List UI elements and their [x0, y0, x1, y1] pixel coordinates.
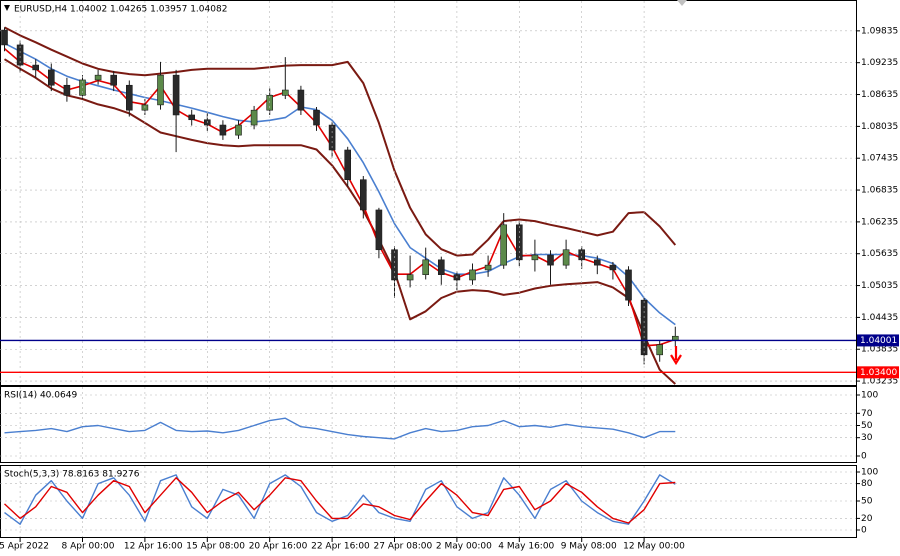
indicator-line [4, 417, 676, 440]
candle-body [437, 259, 445, 275]
candle-body [609, 264, 617, 271]
rsi-panel-frame [0, 386, 857, 463]
indicator-line [4, 26, 677, 257]
candle-body [110, 74, 117, 86]
candle-body [32, 64, 40, 71]
x-tick-label: 20 Apr 16:00 [249, 542, 308, 552]
symbol-icon [4, 5, 10, 11]
candle-body [422, 259, 430, 275]
candle-body [406, 274, 414, 281]
y-tick-label: 50 [861, 497, 873, 507]
y-tick-label: 20 [861, 514, 873, 524]
price-level-tag [857, 334, 899, 347]
candle-body [531, 254, 539, 261]
indicator-line [3, 58, 676, 385]
x-tick-label: 15 Apr 08:00 [186, 542, 245, 552]
candle-body [484, 264, 492, 271]
indicator-line [3, 47, 676, 347]
x-tick-label: 12 Apr 16:00 [124, 542, 183, 552]
indicator-line [4, 477, 676, 524]
candle-body [16, 44, 24, 66]
y-tick-label: 100 [861, 391, 878, 401]
panel-title: EURUSD,H4 1.04002 1.04265 1.03957 1.0408… [14, 5, 227, 15]
candle-body [297, 89, 305, 111]
candle-body [172, 74, 180, 116]
candle-body [656, 344, 664, 356]
candle-body [126, 84, 133, 111]
x-tick-label: 5 Apr 2022 [0, 542, 49, 552]
y-tick-label: 70 [861, 409, 873, 419]
y-tick-label: 50 [861, 421, 873, 431]
y-tick-label: 1.05635 [861, 249, 898, 259]
panel-title: RSI(14) 40.0649 [4, 391, 77, 401]
candle-body [281, 89, 289, 96]
x-tick-label: 9 May 08:00 [561, 542, 617, 552]
candle-body [157, 74, 164, 106]
candle-body [219, 124, 227, 136]
candle-body [625, 269, 632, 301]
y-tick-label: 1.06835 [861, 186, 898, 196]
panel-title: Stoch(5,3,3) 78.8163 81.9276 [4, 470, 140, 480]
candle-body [469, 269, 476, 281]
price-level-label: 1.04001 [860, 336, 897, 346]
x-tick-label: 2 May 00:00 [436, 542, 492, 552]
panel-plot [0, 26, 856, 385]
x-tick-label: 4 May 16:00 [498, 542, 554, 552]
candle-body [313, 109, 320, 126]
candle-body [578, 249, 586, 261]
y-tick-label: 1.04435 [861, 313, 898, 323]
shift-marker [677, 0, 687, 6]
panel-plot [0, 471, 856, 531]
y-tick-label: 0 [861, 452, 867, 462]
y-tick-label: 1.07435 [861, 154, 898, 164]
candle-body [250, 109, 258, 126]
candle-body [235, 124, 242, 136]
price-level-label: 1.03400 [860, 368, 897, 378]
y-tick-label: 1.03235 [861, 377, 898, 387]
indicator-line [4, 42, 676, 326]
candle-body [188, 114, 195, 121]
y-tick-label: 1.09235 [861, 58, 898, 68]
candle-body [63, 84, 71, 96]
y-tick-label: 1.03835 [861, 345, 898, 355]
down-arrow [670, 346, 682, 366]
y-tick-label: 100 [861, 468, 878, 478]
main-panel-frame [0, 0, 857, 386]
y-tick-label: 1.09835 [861, 26, 898, 36]
y-tick-label: 1.05035 [861, 281, 898, 291]
y-tick-label: 1.08635 [861, 90, 898, 100]
candle-body [500, 224, 508, 266]
y-tick-label: 80 [861, 479, 873, 489]
y-tick-label: 30 [861, 433, 873, 443]
y-tick-label: 0 [861, 526, 867, 536]
x-tick-label: 12 May 00:00 [623, 542, 685, 552]
candle-body [375, 209, 383, 251]
candle-body [562, 249, 570, 266]
panel-plot [0, 394, 856, 457]
candle-body [359, 179, 367, 211]
price-level-tag [857, 366, 899, 379]
indicator-line [4, 474, 676, 525]
candle-body [94, 74, 102, 81]
x-tick-label: 8 Apr 00:00 [62, 542, 115, 552]
candle-body [547, 254, 554, 266]
y-tick-label: 1.08035 [861, 122, 898, 132]
candle-body [344, 149, 352, 181]
candle-body [47, 69, 55, 86]
x-tick-label: 22 Apr 16:00 [311, 542, 370, 552]
candle-body [1, 29, 8, 46]
x-tick-label: 27 Apr 08:00 [374, 542, 433, 552]
y-tick-label: 1.06235 [861, 217, 898, 227]
candle-body [593, 259, 601, 266]
candle-body [391, 249, 398, 281]
